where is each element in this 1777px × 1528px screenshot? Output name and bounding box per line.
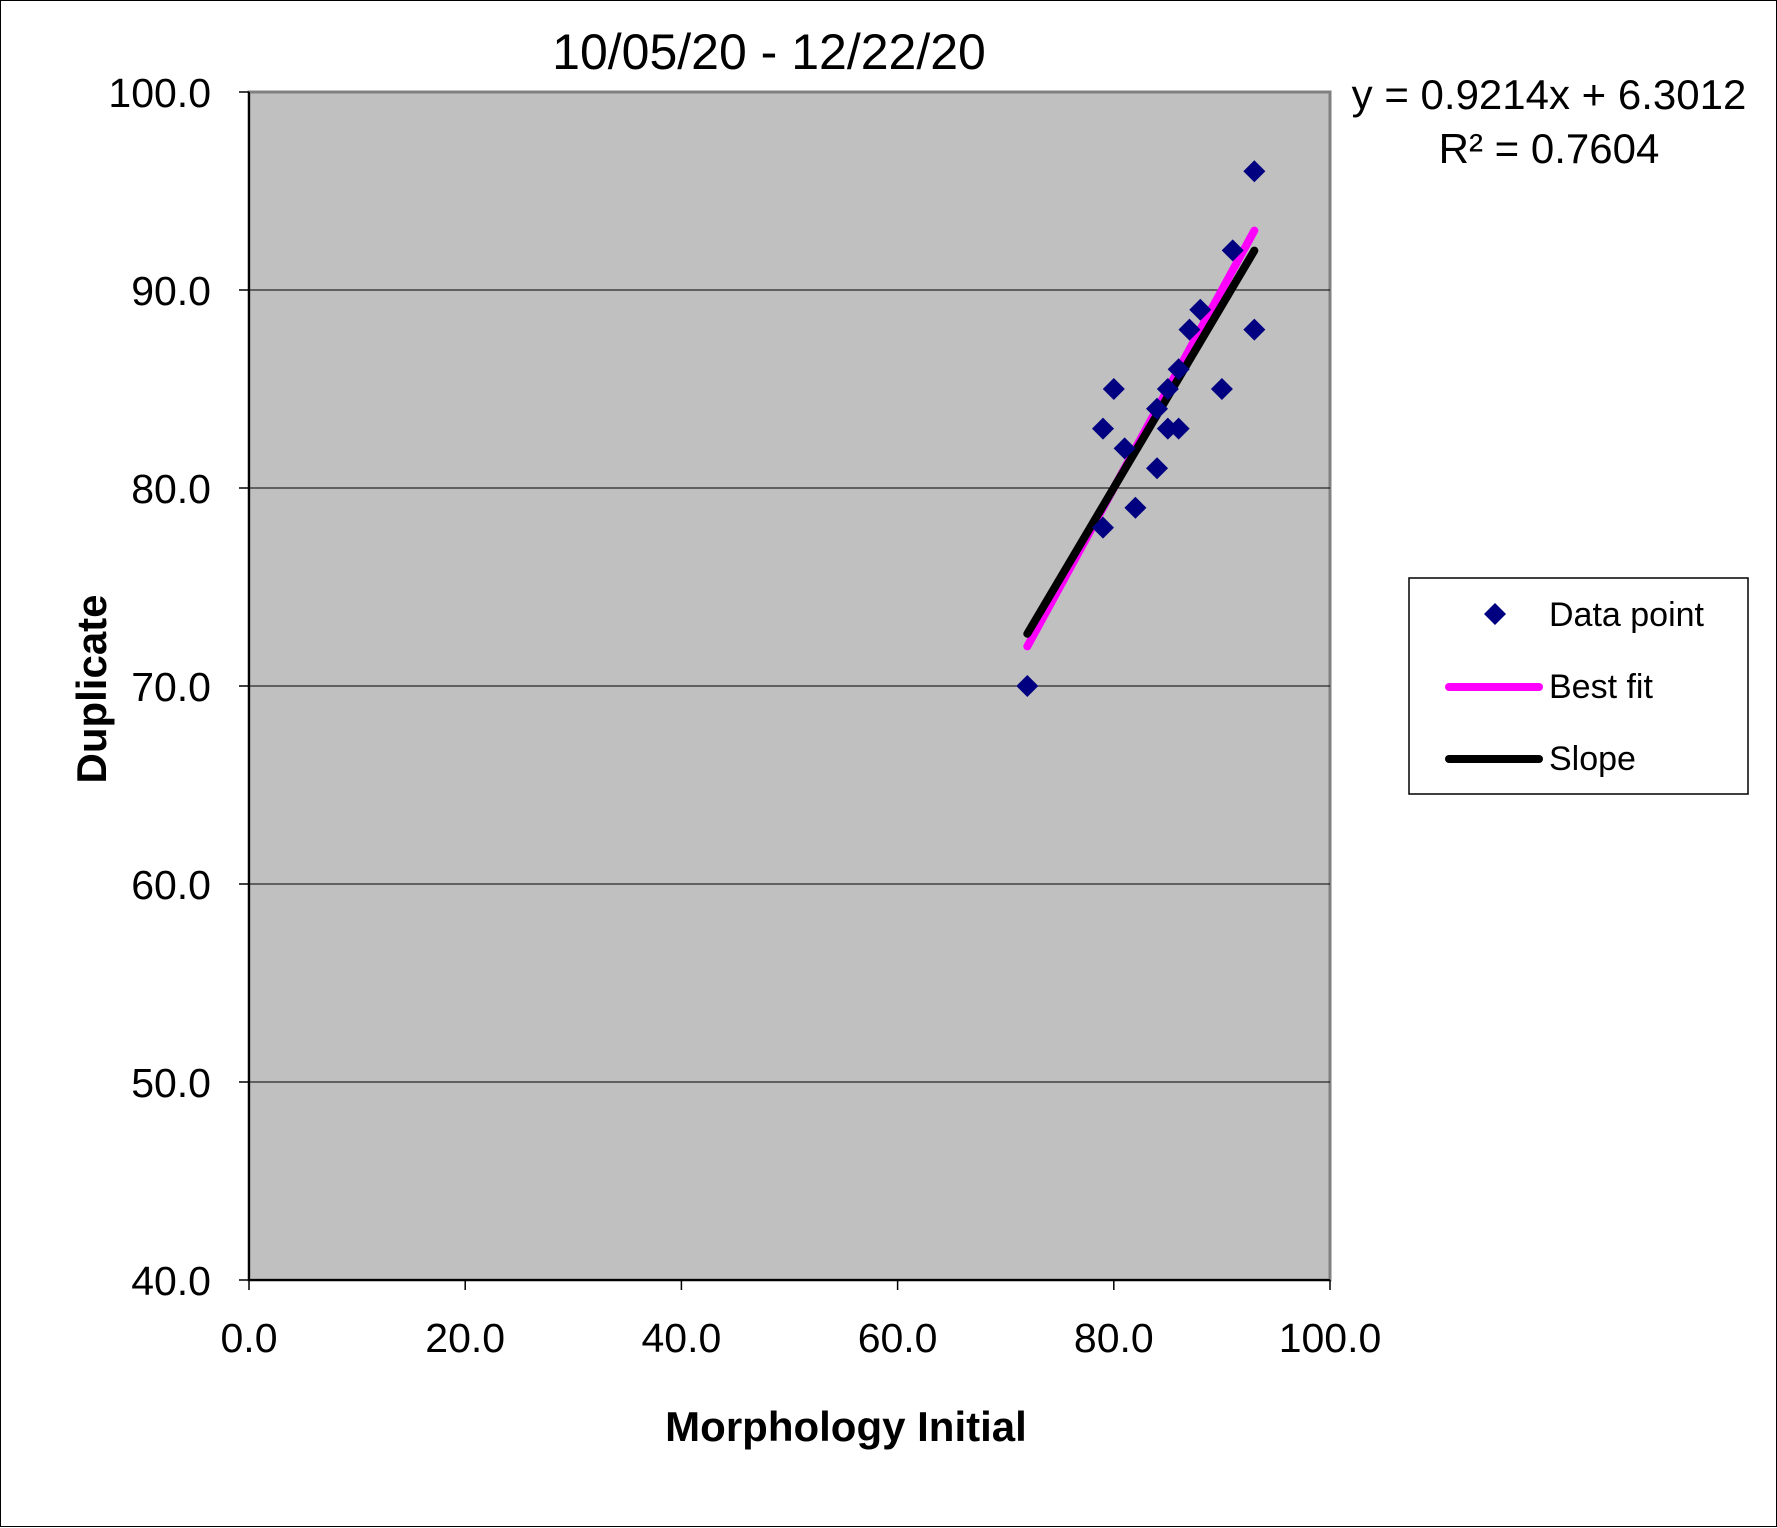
data-point bbox=[1091, 417, 1114, 440]
data-point bbox=[1102, 378, 1125, 400]
r-squared-label: R² = 0.7604 bbox=[1439, 125, 1660, 172]
data-point bbox=[1146, 397, 1169, 420]
y-axis-title: Duplicate bbox=[68, 594, 115, 783]
y-tick-label: 80.0 bbox=[131, 466, 211, 512]
x-tick-label: 0.0 bbox=[221, 1315, 278, 1361]
x-tick-label: 80.0 bbox=[1074, 1315, 1154, 1361]
y-tick-label: 60.0 bbox=[131, 862, 211, 908]
data-point bbox=[1189, 298, 1212, 321]
legend-label-slope: Slope bbox=[1549, 740, 1636, 778]
data-point bbox=[1156, 378, 1179, 400]
data-point bbox=[1146, 457, 1169, 480]
data-point bbox=[1210, 378, 1233, 400]
chart-title: 10/05/20 - 12/22/20 bbox=[552, 24, 986, 80]
data-point bbox=[1167, 417, 1190, 440]
y-tick-label: 50.0 bbox=[131, 1060, 211, 1106]
legend: Data point Best fit Slope bbox=[1408, 577, 1749, 795]
y-tick-label: 90.0 bbox=[131, 268, 211, 314]
data-point bbox=[1113, 437, 1136, 460]
data-point bbox=[1178, 318, 1201, 341]
x-tick-label: 100.0 bbox=[1279, 1315, 1382, 1361]
data-point bbox=[1167, 358, 1190, 381]
y-tick-label: 70.0 bbox=[131, 664, 211, 710]
legend-marker-data-point bbox=[1484, 603, 1506, 625]
x-tick-label: 40.0 bbox=[641, 1315, 721, 1361]
data-point bbox=[1243, 318, 1266, 341]
y-tick-label: 40.0 bbox=[131, 1258, 211, 1304]
legend-label-data-point: Data point bbox=[1549, 596, 1705, 634]
legend-label-best-fit: Best fit bbox=[1549, 668, 1653, 706]
y-tick-label: 100.0 bbox=[108, 70, 211, 116]
x-tick-label: 20.0 bbox=[425, 1315, 505, 1361]
data-point bbox=[1124, 496, 1147, 519]
x-axis-title: Morphology Initial bbox=[665, 1403, 1027, 1450]
x-tick-label: 60.0 bbox=[858, 1315, 938, 1361]
data-point bbox=[1221, 239, 1244, 262]
data-point bbox=[1016, 675, 1039, 697]
data-point bbox=[1243, 160, 1266, 183]
trendline-equation: y = 0.9214x + 6.3012 bbox=[1352, 71, 1747, 118]
slope-line bbox=[1023, 246, 1259, 638]
data-point bbox=[1091, 516, 1114, 539]
